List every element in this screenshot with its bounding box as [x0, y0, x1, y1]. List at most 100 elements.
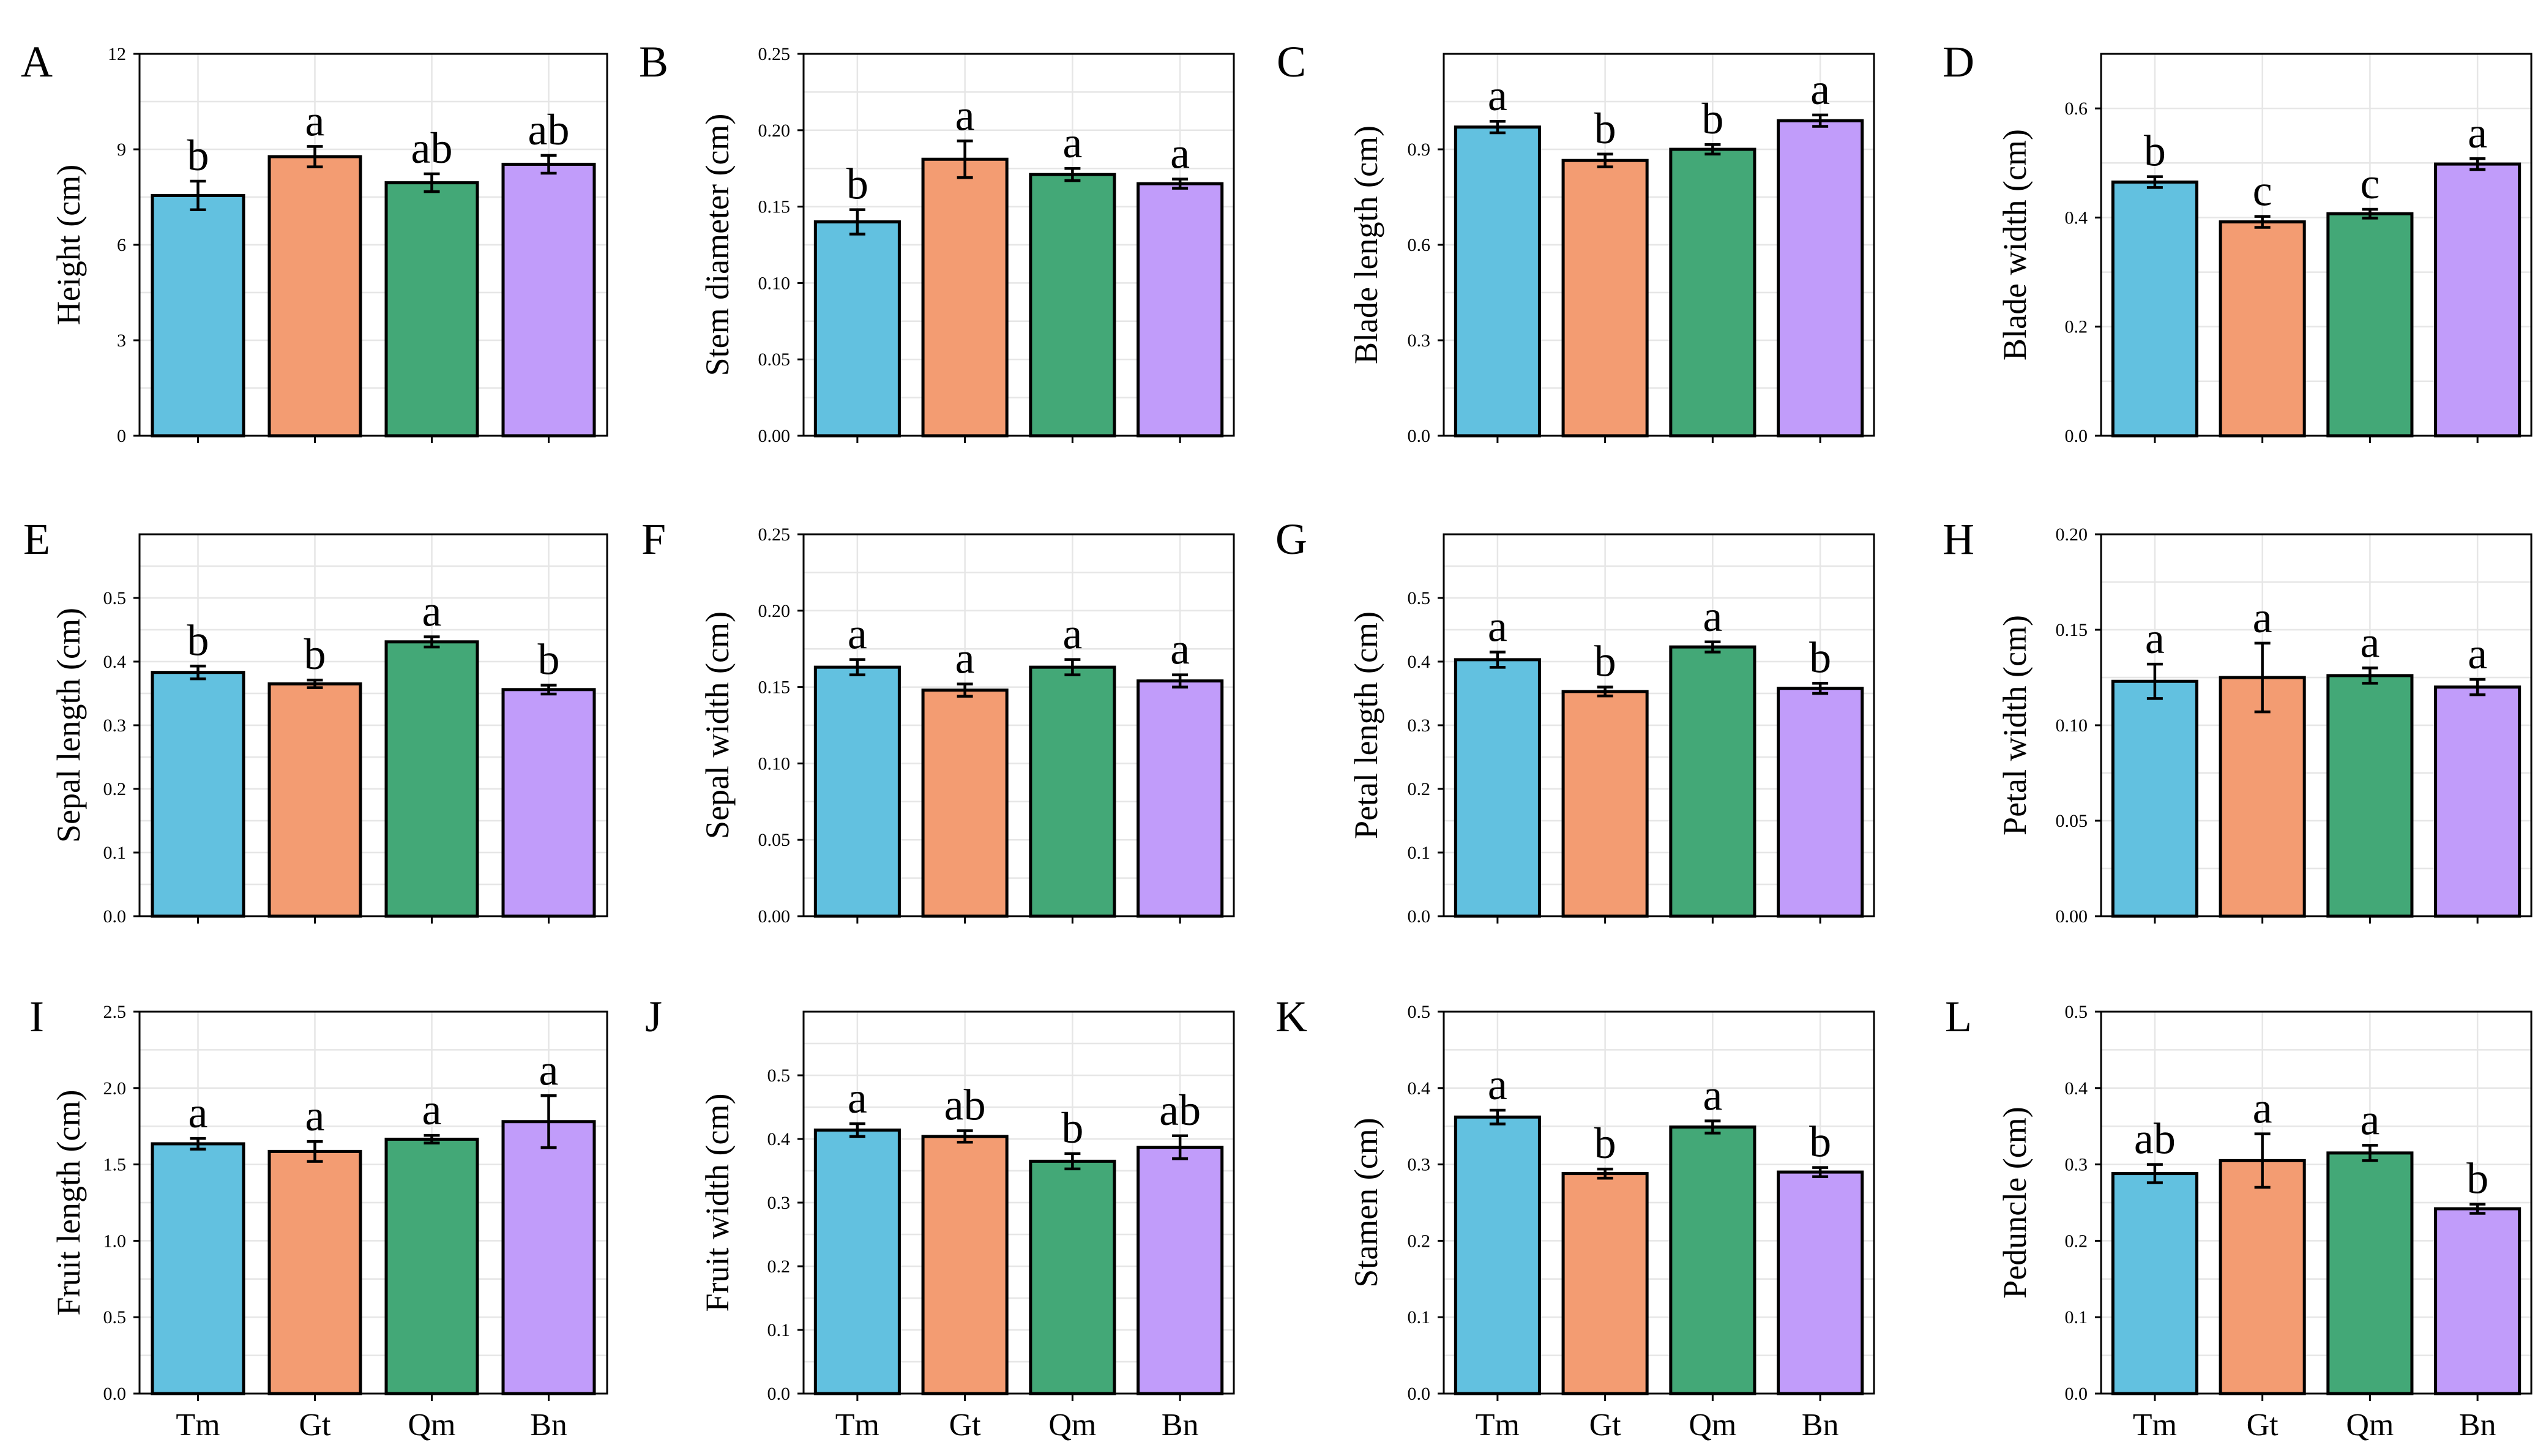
y-tick-label: 0.3: [103, 715, 127, 736]
y-tick-label: 0.05: [758, 349, 791, 370]
y-tick-label: 0.10: [758, 273, 791, 293]
significance-letter-gt: b: [1594, 104, 1616, 153]
x-tick-label-qm: Qm: [2346, 1408, 2394, 1443]
y-tick-label: 0.5: [103, 1307, 127, 1327]
error-bar-qm: [1064, 1152, 1081, 1171]
y-tick-label: 0.05: [758, 830, 791, 850]
bar-qm: [1669, 147, 1756, 438]
error-bar-bn: [1172, 1134, 1189, 1160]
panel-d: Db c c a 0.0 0.2 0.4 0.6 Blade width (cm): [1943, 37, 2533, 446]
panel-e: Eb b a b 0.0 0.1 0.2 0.3 0.4 0.5 Sepal length (cm): [23, 515, 608, 927]
bar-tm: [1454, 1115, 1541, 1395]
significance-letter-bn: a: [539, 1045, 559, 1094]
x-tick-label-tm: Tm: [2133, 1408, 2177, 1443]
panel-f: Fa a a a 0.00 0.05 0.10 0.15 0.20 0.25 Sepal width…: [641, 515, 1235, 927]
y-tick-label: 0.15: [758, 197, 791, 217]
error-bar-qm: [2362, 207, 2378, 220]
significance-letter-bn: a: [1170, 129, 1190, 178]
panel-letter-j: J: [645, 992, 662, 1041]
significance-letter-qm: a: [2360, 1095, 2380, 1144]
plot-frame: [2100, 53, 2533, 437]
significance-letter-gt: a: [2253, 593, 2272, 642]
y-tick-label: 1.5: [103, 1155, 127, 1175]
panel-letter-e: E: [23, 515, 50, 564]
y-tick-label: 0.0: [103, 906, 127, 927]
significance-letter-gt: b: [1594, 1119, 1616, 1168]
y-tick-label: 0.5: [1408, 1002, 1431, 1022]
error-bar-qm: [2362, 666, 2378, 685]
bar-bn: [501, 162, 596, 438]
bar-qm: [1029, 665, 1116, 918]
x-tick-label-bn: Bn: [2459, 1408, 2496, 1443]
y-tick-label: 0.6: [2065, 99, 2088, 119]
x-tick-label-tm: Tm: [835, 1408, 879, 1443]
error-bar-gt: [307, 145, 323, 168]
bar-tm: [2111, 180, 2198, 438]
error-bar-qm: [1704, 640, 1721, 654]
y-tick-label: 0.20: [758, 601, 791, 621]
y-tick-label: 0.2: [103, 779, 127, 799]
error-bar-bn: [540, 1094, 557, 1149]
significance-letter-tm: a: [848, 1073, 867, 1122]
y-axis-label: Fruit width (cm): [699, 1094, 736, 1312]
error-bar-tm: [849, 1122, 865, 1138]
x-tick-label-bn: Bn: [1802, 1408, 1839, 1443]
significance-letter-gt: a: [305, 1091, 325, 1140]
y-tick-label: 0.3: [767, 1193, 791, 1213]
error-bar-bn: [1812, 1166, 1829, 1178]
significance-letter-tm: b: [846, 160, 868, 209]
significance-letter-tm: ab: [2134, 1114, 2176, 1163]
x-tick-label-qm: Qm: [1048, 1408, 1096, 1443]
bar-gt: [921, 689, 1009, 918]
y-tick-label: 0.0: [1408, 906, 1431, 927]
bar-gt: [267, 682, 362, 918]
error-bar-tm: [1489, 1108, 1506, 1126]
x-tick-label-gt: Gt: [299, 1408, 332, 1443]
bar-qm: [2326, 212, 2414, 438]
error-bar-qm: [1704, 143, 1721, 156]
y-tick-label: 0.0: [2065, 1384, 2088, 1404]
y-tick-label: 0.0: [2065, 426, 2088, 446]
bar-qm: [1029, 1159, 1116, 1395]
panel-letter-d: D: [1943, 37, 1974, 86]
y-tick-label: 0.5: [2065, 1002, 2088, 1022]
bar-bn: [1137, 182, 1224, 438]
bar-gt: [1561, 690, 1649, 918]
y-tick-label: 2.0: [103, 1078, 127, 1099]
bar-tm: [1454, 658, 1541, 918]
panel-letter-a: A: [21, 37, 53, 86]
panel-b: Bb a a a 0.00 0.05 0.10 0.15 0.20 0.25 Stem diamet…: [639, 37, 1235, 446]
bar-tm: [2111, 679, 2198, 918]
bar-bn: [501, 688, 596, 918]
panel-k: Ka Tm b Gt a Qm b Bn 0.0 0.1 0.2 0.3 0.4 0.5 Stamen (c…: [1275, 992, 1875, 1443]
y-tick-label: 0.00: [758, 426, 791, 446]
bar-tm: [151, 671, 245, 918]
bar-qm: [2326, 674, 2414, 918]
y-axis-label: Petal length (cm): [1348, 611, 1384, 839]
significance-letter-tm: a: [1488, 602, 1507, 651]
bar-gt: [1561, 1172, 1649, 1395]
significance-letter-qm: a: [422, 586, 442, 635]
bar-gt: [267, 1149, 362, 1395]
bar-gt: [1561, 159, 1649, 438]
y-tick-label: 0.15: [2056, 620, 2088, 640]
significance-letter-qm: a: [1062, 118, 1082, 167]
y-tick-label: 0.4: [2065, 207, 2088, 228]
significance-letter-bn: b: [1809, 1118, 1831, 1167]
bar-bn: [2434, 162, 2522, 438]
y-tick-label: 0.25: [758, 44, 791, 64]
y-tick-label: 12: [108, 44, 126, 64]
y-tick-label: 0.15: [758, 678, 791, 698]
error-bar-qm: [1064, 658, 1081, 676]
significance-letter-gt: a: [955, 91, 975, 140]
significance-letter-tm: b: [2144, 127, 2166, 176]
y-axis-label: Stamen (cm): [1348, 1118, 1384, 1287]
y-tick-label: 0.4: [103, 652, 127, 672]
y-tick-label: 0.2: [2065, 317, 2088, 337]
y-tick-label: 0.1: [1408, 843, 1431, 863]
plot-frame: [1443, 1010, 1875, 1395]
error-bar-gt: [1597, 685, 1613, 698]
y-axis-label: Height (cm): [50, 165, 87, 325]
significance-letter-gt: b: [1594, 637, 1616, 686]
y-tick-label: 0.10: [2056, 715, 2088, 736]
